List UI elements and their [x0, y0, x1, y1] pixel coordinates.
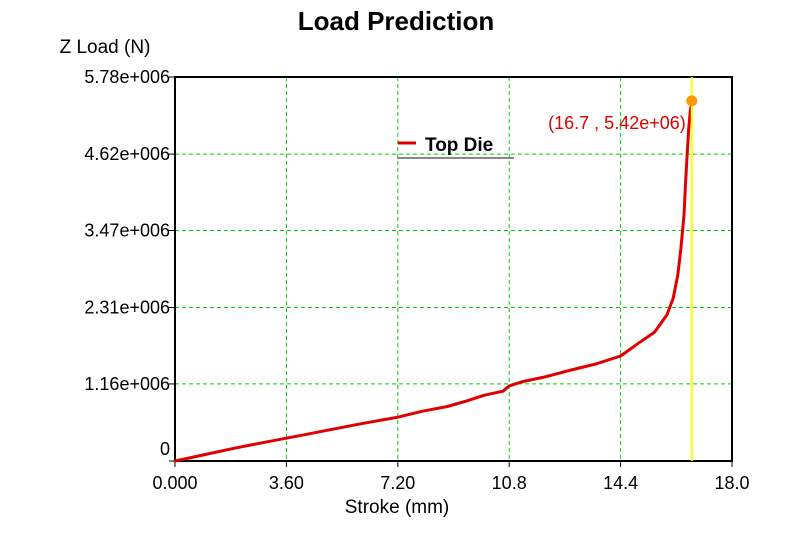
x-tick-label: 14.4: [603, 473, 638, 493]
cursor-annotation: (16.7 , 5.42e+06): [548, 113, 686, 133]
y-tick-label: 1.16e+006: [84, 374, 170, 394]
y-tick-label: 4.62e+006: [84, 144, 170, 164]
series-layer: [173, 99, 694, 463]
plot-frame: [174, 76, 733, 462]
y-tick-label: 2.31e+006: [84, 298, 170, 318]
x-tick-label: 3.60: [269, 473, 304, 493]
grid-lines: [175, 77, 732, 461]
x-axis-ticks: 0.000 3.60 7.20 10.8 14.4 18.0: [152, 461, 750, 493]
legend: Top Die: [397, 135, 514, 159]
legend-label-top-die: Top Die: [425, 135, 493, 156]
cursor-marker[interactable]: [686, 95, 698, 107]
y-axis-label: Z Load (N): [60, 37, 151, 58]
chart-title: Load Prediction: [298, 6, 494, 36]
x-tick-label: 10.8: [492, 473, 527, 493]
y-tick-label: 5.78e+006: [84, 67, 170, 87]
x-axis-label: Stroke (mm): [345, 497, 450, 518]
x-tick-label: 0.000: [152, 473, 197, 493]
y-tick-label: 3.47e+006: [84, 220, 170, 240]
x-tick-label: 18.0: [714, 473, 749, 493]
series-line-top-die: [173, 99, 694, 463]
y-axis-ticks: 0 1.16e+006 2.31e+006 3.47e+006 4.62e+006 5.7…: [84, 67, 175, 462]
y-tick-label: 0: [160, 439, 170, 459]
x-tick-label: 7.20: [380, 473, 415, 493]
